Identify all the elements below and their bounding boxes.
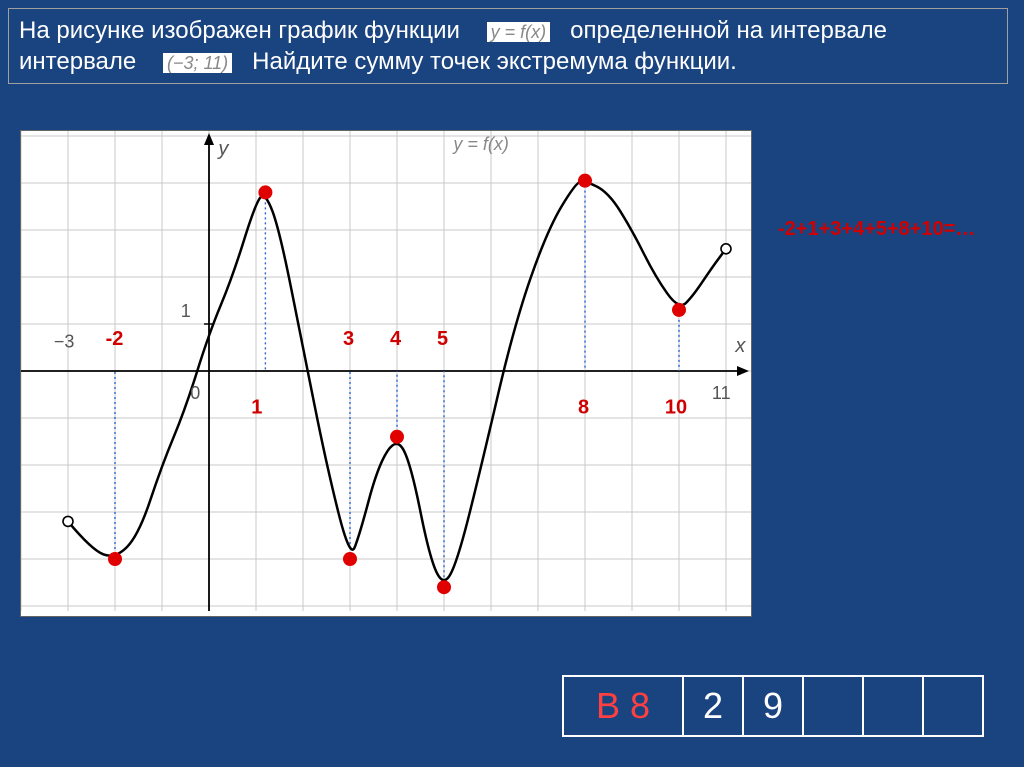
svg-text:x: x bbox=[734, 335, 746, 357]
svg-text:y = f(x): y = f(x) bbox=[451, 134, 509, 154]
svg-text:0: 0 bbox=[190, 383, 200, 403]
svg-text:11: 11 bbox=[712, 383, 731, 403]
question-box: На рисунке изображен график функции y = … bbox=[8, 8, 1008, 84]
chart-svg: y x 0 1 −3 11 y = f(x) -2 1 3 4 5 8 10 bbox=[21, 131, 751, 611]
answer-cell-2 bbox=[803, 676, 863, 736]
question-text-3: интервале bbox=[19, 48, 136, 75]
svg-text:1: 1 bbox=[251, 396, 262, 418]
svg-text:−3: −3 bbox=[54, 332, 75, 352]
answer-table: В 8 2 9 bbox=[562, 675, 984, 737]
question-text-2: определенной на интервале bbox=[570, 17, 887, 44]
svg-text:3: 3 bbox=[343, 328, 354, 350]
svg-text:1: 1 bbox=[181, 301, 191, 321]
answer-label: В 8 bbox=[563, 676, 683, 736]
question-text-1: На рисунке изображен график функции bbox=[19, 17, 460, 44]
svg-text:10: 10 bbox=[665, 396, 687, 418]
svg-text:8: 8 bbox=[578, 396, 589, 418]
answer-cell-3 bbox=[863, 676, 923, 736]
svg-text:5: 5 bbox=[437, 328, 448, 350]
question-text-4: Найдите сумму точек экстремума функции. bbox=[252, 48, 737, 75]
equation-sum: -2+1+3+4+5+8+10=… bbox=[778, 218, 975, 241]
answer-cell-4 bbox=[923, 676, 983, 736]
svg-text:y: y bbox=[216, 138, 229, 160]
svg-text:-2: -2 bbox=[106, 328, 124, 350]
answer-cell-0: 2 bbox=[683, 676, 743, 736]
svg-text:4: 4 bbox=[390, 328, 402, 350]
answer-cell-1: 9 bbox=[743, 676, 803, 736]
formula-2: (−3; 11) bbox=[163, 53, 232, 73]
chart-container: y x 0 1 −3 11 y = f(x) -2 1 3 4 5 8 10 bbox=[20, 130, 752, 617]
formula-1: y = f(x) bbox=[487, 22, 551, 42]
